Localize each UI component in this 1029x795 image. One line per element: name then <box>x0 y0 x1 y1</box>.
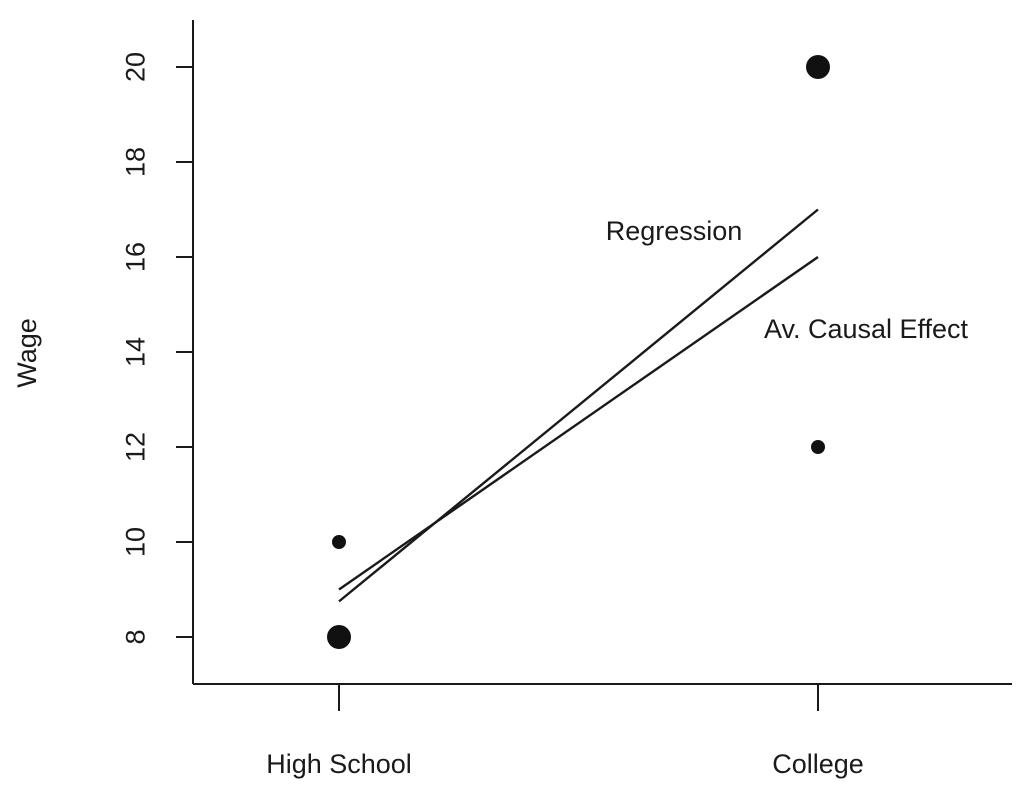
y-tick-label: 10 <box>120 527 150 557</box>
data-point <box>332 535 346 549</box>
line-annotation: Regression <box>606 216 743 246</box>
series-line <box>338 208 819 603</box>
line-annotations: Regression Av. Causal Effect <box>606 216 969 344</box>
series-lines <box>338 208 819 603</box>
y-tick-label: 8 <box>120 629 150 644</box>
data-point <box>811 440 825 454</box>
y-tick-label: 18 <box>120 147 150 177</box>
y-tick-label: 16 <box>120 242 150 272</box>
y-axis-label: Wage <box>12 318 42 388</box>
y-tick-label: 14 <box>120 337 150 367</box>
x-tick-label: High School <box>266 749 412 779</box>
y-tick-label: 20 <box>120 52 150 82</box>
y-tick-label: 12 <box>120 432 150 462</box>
series-line <box>338 256 819 591</box>
data-point <box>327 625 351 649</box>
data-points <box>327 55 830 649</box>
line-annotation: Av. Causal Effect <box>764 314 969 344</box>
data-point <box>806 55 830 79</box>
x-tick-label: College <box>772 749 864 779</box>
axes: 8 10 12 14 16 18 20 High School College <box>120 20 1012 779</box>
